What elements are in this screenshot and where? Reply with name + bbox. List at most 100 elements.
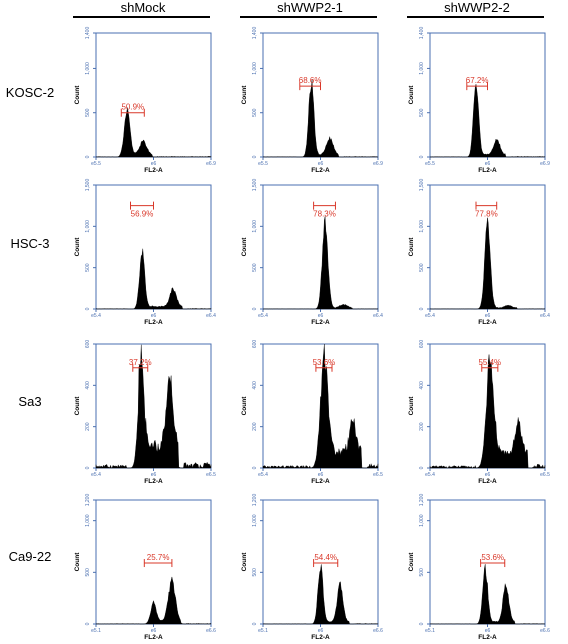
y-tick-label: 400 — [252, 381, 258, 390]
plot-frame — [95, 32, 212, 158]
histogram-area — [262, 564, 379, 625]
y-axis-label: Count — [74, 552, 81, 572]
x-tick-label: e6.9 — [373, 161, 383, 167]
x-tick-label: e6.6 — [540, 628, 550, 634]
x-tick-label: e6 — [485, 161, 491, 167]
y-tick-label: 1,000 — [252, 514, 258, 527]
x-axis-label: FL2-A — [311, 478, 330, 485]
column-header-shmock: shMock — [120, 0, 166, 15]
x-tick-label: e6 — [485, 628, 491, 634]
row-label-sa3: Sa3 — [18, 394, 42, 409]
x-tick-label: e6 — [151, 628, 157, 634]
y-tick-label: 600 — [85, 340, 91, 349]
gate-percentage-label: 77.8% — [475, 210, 498, 219]
x-axis-label: FL2-A — [478, 319, 497, 326]
column-rule-shwwp2-2 — [407, 16, 544, 18]
y-tick-label: 500 — [419, 108, 425, 117]
x-tick-label: e6 — [151, 161, 157, 167]
y-tick-label: 0 — [419, 466, 425, 469]
gate-percentage-label: 50.9% — [121, 103, 144, 112]
x-axis-label: FL2-A — [144, 478, 163, 485]
x-axis-label: FL2-A — [478, 478, 497, 485]
y-axis-label: Count — [241, 396, 248, 416]
y-tick-label: 1,400 — [419, 27, 425, 40]
histogram-area — [429, 564, 546, 625]
x-tick-label: e6 — [485, 472, 491, 478]
histogram-panel-sa3-shwwp2-2: 0 200 400 600 Count e5.4 e6 e6.5 FL2-A 55.4% — [408, 340, 550, 485]
y-axis-label: Count — [74, 396, 81, 416]
y-tick-label: 600 — [419, 340, 425, 349]
gate-percentage-label: 67.2% — [466, 76, 489, 85]
x-tick-label: e5.1 — [91, 628, 101, 634]
y-tick-label: 200 — [85, 422, 91, 431]
x-tick-label: e5.5 — [91, 161, 101, 167]
x-axis-label: FL2-A — [144, 634, 163, 641]
plot-frame — [429, 32, 546, 158]
plot-frame — [262, 32, 379, 158]
x-tick-label: e6.6 — [373, 628, 383, 634]
row-label-hsc-3: HSC-3 — [10, 236, 50, 251]
x-tick-label: e6.9 — [206, 161, 216, 167]
y-tick-label: 1,000 — [85, 514, 91, 527]
x-tick-label: e5.5 — [425, 161, 435, 167]
y-tick-label: 0 — [252, 466, 258, 469]
x-tick-label: e5.4 — [91, 472, 101, 478]
x-tick-label: e5.1 — [425, 628, 435, 634]
y-tick-label: 500 — [252, 108, 258, 117]
y-axis-label: Count — [241, 85, 248, 105]
histogram-area — [429, 84, 546, 158]
y-tick-label: 1,000 — [419, 514, 425, 527]
y-tick-label: 0 — [252, 622, 258, 625]
histogram-panel-sa3-shmock: 0 200 400 600 Count e5.4 e6 e6.5 FL2-A 37.2% — [74, 340, 216, 485]
y-tick-label: 0 — [85, 155, 91, 158]
y-axis-label: Count — [408, 85, 415, 105]
histogram-area — [429, 354, 546, 469]
y-tick-label: 500 — [252, 568, 258, 577]
y-tick-label: 500 — [85, 108, 91, 117]
y-axis-label: Count — [74, 237, 81, 257]
y-tick-label: 1,000 — [85, 220, 91, 233]
row-label-ca9-22: Ca9-22 — [8, 549, 52, 564]
x-tick-label: e6 — [485, 313, 491, 319]
x-axis-label: FL2-A — [144, 319, 163, 326]
x-tick-label: e6 — [151, 313, 157, 319]
y-tick-label: 0 — [85, 466, 91, 469]
x-axis-label: FL2-A — [311, 634, 330, 641]
y-tick-label: 200 — [419, 422, 425, 431]
gate-percentage-label: 78.3% — [313, 210, 336, 219]
x-tick-label: e5.4 — [425, 472, 435, 478]
x-tick-label: e6.5 — [206, 472, 216, 478]
y-tick-label: 1,400 — [85, 27, 91, 40]
gate-percentage-label: 55.4% — [478, 358, 501, 367]
y-tick-label: 400 — [85, 381, 91, 390]
y-tick-label: 1,500 — [252, 179, 258, 192]
y-tick-label: 1,000 — [419, 220, 425, 233]
y-axis-label: Count — [241, 237, 248, 257]
histogram-area — [262, 79, 379, 158]
y-tick-label: 0 — [252, 307, 258, 310]
histogram-panel-kosc-2-shmock: 0 500 1,000 1,400 Count e5.5 e6 e6.9 FL2-A 50.9% — [74, 27, 216, 174]
y-tick-label: 1,000 — [85, 62, 91, 75]
x-tick-label: e6.9 — [540, 161, 550, 167]
x-tick-label: e6.6 — [206, 628, 216, 634]
x-axis-label: FL2-A — [478, 167, 497, 174]
column-rule-shmock — [73, 16, 210, 18]
x-axis-label: FL2-A — [311, 167, 330, 174]
y-tick-label: 0 — [252, 155, 258, 158]
histogram-panel-kosc-2-shwwp2-1: 0 500 1,000 1,400 Count e5.5 e6 e6.9 FL2-A 68.6% — [241, 27, 383, 174]
gate-percentage-label: 37.2% — [129, 358, 152, 367]
x-tick-label: e6 — [151, 472, 157, 478]
x-axis-label: FL2-A — [144, 167, 163, 174]
y-tick-label: 500 — [85, 263, 91, 272]
histogram-area — [262, 216, 379, 310]
y-tick-label: 1,200 — [85, 494, 91, 507]
y-tick-label: 500 — [252, 263, 258, 272]
histogram-panel-sa3-shwwp2-1: 0 200 400 600 Count e5.4 e6 e6.5 FL2-A 53.6% — [241, 340, 383, 485]
y-tick-label: 1,200 — [419, 494, 425, 507]
column-rule-shwwp2-1 — [240, 16, 377, 18]
x-tick-label: e5.4 — [258, 313, 268, 319]
x-tick-label: e6.4 — [206, 313, 216, 319]
y-axis-label: Count — [241, 552, 248, 572]
x-tick-label: e5.5 — [258, 161, 268, 167]
